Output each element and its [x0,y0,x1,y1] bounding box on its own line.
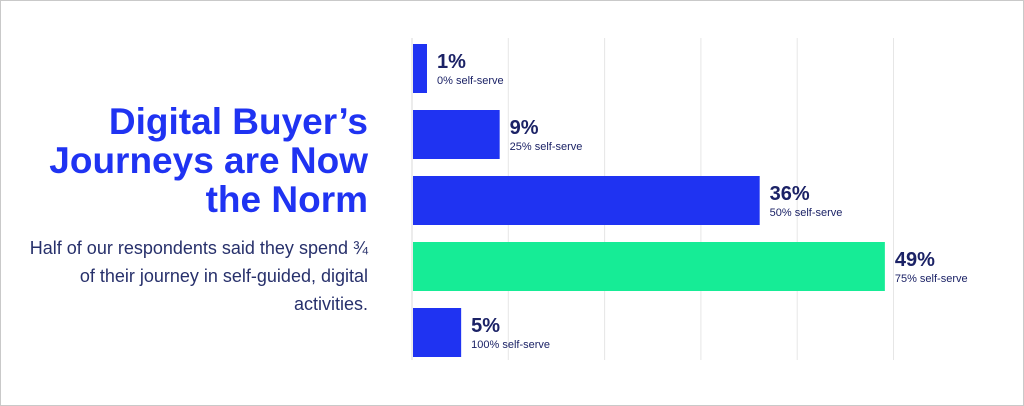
category-label: 25% self-serve [510,141,583,153]
value-label: 1% [437,51,466,73]
value-label: 36% [770,183,810,205]
category-label: 0% self-serve [437,75,504,87]
bars [413,44,885,357]
bar-0-self-serve [413,44,427,93]
bar-50-self-serve [413,176,760,225]
category-label: 75% self-serve [895,273,968,285]
headline: Digital Buyer’s Journeys are Now the Nor… [49,101,368,220]
category-label: 50% self-serve [770,207,843,219]
subtext: Half of our respondents said they spend … [29,238,368,314]
value-label: 9% [510,117,539,139]
bar-labels: 1% 0% self-serve 9% 25% self-serve 36% 50% se… [437,51,968,351]
value-label: 5% [471,315,500,337]
category-label: 100% self-serve [471,339,550,351]
grid-lines [411,38,894,360]
bar-100-self-serve [413,308,462,357]
bar-75-self-serve [413,242,885,291]
bar-25-self-serve [413,110,500,159]
value-label: 49% [895,249,935,271]
